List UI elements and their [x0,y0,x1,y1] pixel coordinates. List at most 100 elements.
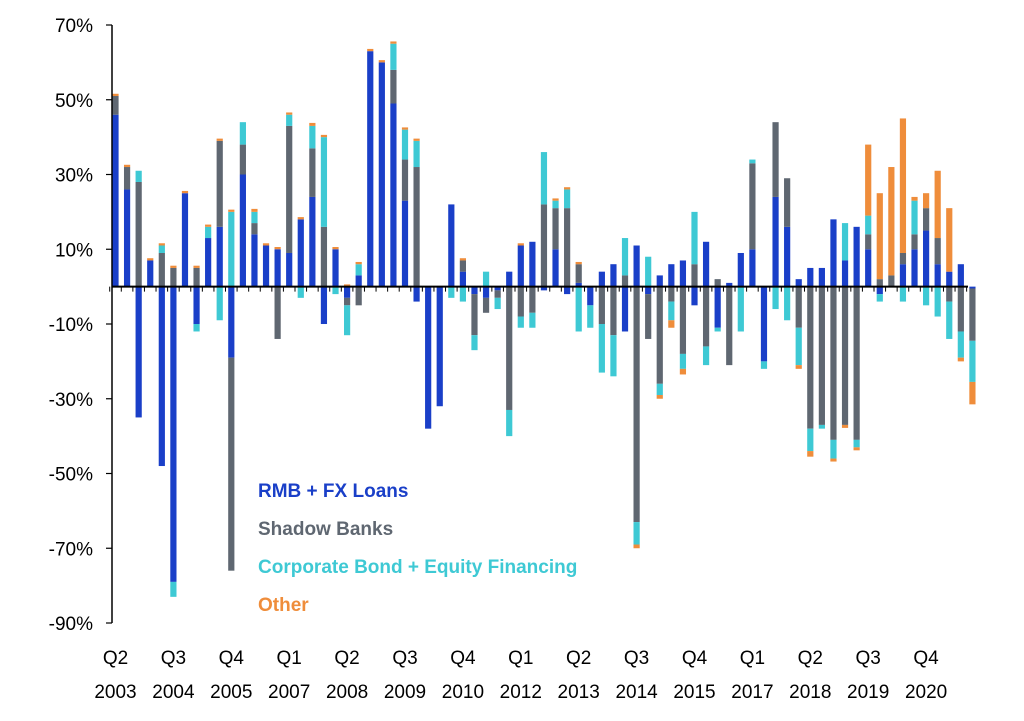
bar-segment-other-15 [286,112,293,115]
bar-segment-shadow-banks-15 [286,125,293,253]
bar-segment-rmb-fx-loans-45 [633,245,640,287]
bar-segment-corporate-bond-equity-financing-38 [552,200,559,209]
bar-segment-rmb-fx-loans-27 [425,286,432,429]
bar-segment-corporate-bond-equity-financing-57 [772,286,779,310]
bar-segment-corporate-bond-equity-financing-58 [784,286,791,321]
bar-segment-corporate-bond-equity-financing-70 [923,286,930,306]
bar-segment-other-8 [205,224,212,227]
bar-segment-shadow-banks-40 [575,264,582,283]
bar-segment-shadow-banks-18 [320,226,328,287]
bar-segment-other-60 [807,451,814,457]
bar-segment-other-65 [865,144,872,216]
bar-segment-shadow-banks-46 [645,294,652,339]
x-tick-year-label: 2007 [268,682,310,703]
bar-segment-other-48 [668,320,675,328]
bar-segment-rmb-fx-loans-71 [934,264,941,287]
bar-segment-shadow-banks-17 [309,148,316,197]
bar-segment-shadow-banks-5 [170,267,177,287]
y-tick-label: -90% [49,614,93,635]
bar-segment-shadow-banks-63 [841,286,849,425]
bar-segment-shadow-banks-20 [344,297,351,306]
bar-segment-corporate-bond-equity-financing-36 [529,312,536,328]
bar-segment-shadow-banks-45 [633,286,640,523]
bar-segment-shadow-banks-26 [413,167,420,287]
x-tick-year-label: 2018 [789,682,831,703]
bar-segment-rmb-fx-loans-41 [587,286,594,306]
bar-segment-rmb-fx-loans-38 [552,249,559,287]
bar-segment-rmb-fx-loans-61 [818,267,825,287]
x-axis-ticks: Q2 2003 Q3 2004 Q4 2005 Q1 2007 Q2 2008 Q3 2009 Q4 20… [94,648,947,703]
bar-segment-other-63 [841,424,849,428]
bar-segment-shadow-banks-31 [471,294,478,336]
bar-segment-corporate-bond-equity-financing-15 [286,114,293,126]
y-tick-label: -50% [49,465,93,486]
x-tick-quarter-label: Q2 [566,648,591,669]
legend-shadow-banks: Shadow Banks [258,519,393,540]
bar-segment-corporate-bond-equity-financing-30 [459,286,466,302]
bar-segment-rmb-fx-loans-28 [436,286,443,407]
bar-segment-rmb-fx-loans-29 [448,204,455,287]
bar-segment-other-35 [517,243,524,246]
bar-segment-other-62 [830,458,837,462]
bar-segment-shadow-banks-37 [540,204,548,287]
y-tick-label: 30% [55,166,93,187]
bar-segment-shadow-banks-62 [830,286,837,440]
bar-segment-rmb-fx-loans-8 [205,238,212,287]
bar-segment-shadow-banks-68 [899,252,907,265]
bar-segment-other-13 [262,243,270,246]
bar-segment-other-38 [552,198,559,201]
bar-segment-rmb-fx-loans-25 [401,200,409,287]
bar-segment-other-30 [459,258,466,261]
bar-segment-shadow-banks-38 [552,208,559,250]
bar-segment-corporate-bond-equity-financing-32 [482,271,490,287]
bar-segment-shadow-banks-42 [598,286,605,325]
bar-segment-other-40 [575,261,582,265]
bar-segment-shadow-banks-35 [517,286,524,317]
x-tick-quarter-label: Q2 [103,648,128,669]
bar-segment-rmb-fx-loans-55 [749,249,756,287]
x-tick-year-label: 2009 [384,682,426,703]
bar-segment-corporate-bond-equity-financing-46 [645,256,652,287]
bar-segment-shadow-banks-39 [564,208,571,287]
x-tick-quarter-label: Q3 [161,648,186,669]
bar-segment-other-18 [320,134,328,138]
bar-segment-other-69 [911,196,918,201]
bar-segment-other-6 [181,190,189,194]
bar-segment-shadow-banks-50 [691,264,698,287]
bar-segment-rmb-fx-loans-73 [957,264,964,287]
bar-segment-shadow-banks-48 [668,286,675,302]
bar-segment-shadow-banks-12 [251,223,258,235]
bar-segment-other-25 [401,127,409,130]
bar-segment-shadow-banks-59 [795,286,802,328]
x-tick-year-label: 2017 [731,682,773,703]
bar-segment-shadow-banks-34 [506,286,513,410]
bar-segment-shadow-banks-67 [888,275,895,287]
bar-segment-rmb-fx-loans-37 [540,286,548,291]
bar-segment-other-3 [147,258,154,261]
bar-segment-rmb-fx-loans-54 [737,252,744,287]
y-tick-label: 50% [55,91,93,112]
bar-segment-corporate-bond-equity-financing-61 [818,424,825,429]
bar-segment-corporate-bond-equity-financing-56 [760,361,768,369]
bar-segment-other-64 [853,447,860,451]
bar-segment-rmb-fx-loans-4 [158,286,165,467]
bar-segment-shadow-banks-33 [494,290,501,298]
bar-segment-corporate-bond-equity-financing-2 [135,170,142,182]
x-tick-year-label: 2015 [673,682,715,703]
bar-segment-rmb-fx-loans-57 [772,196,779,287]
bar-segment-rmb-fx-loans-48 [668,264,675,287]
bar-segment-other-70 [923,193,930,209]
bar-segment-other-1 [123,164,131,168]
bar-segment-rmb-fx-loans-7 [193,286,200,325]
x-tick-year-label: 2010 [442,682,484,703]
bar-segment-rmb-fx-loans-21 [355,275,362,287]
bar-segment-rmb-fx-loans-53 [726,282,733,287]
bar-segment-shadow-banks-71 [934,238,941,265]
bar-segment-corporate-bond-equity-financing-41 [587,305,594,328]
bar-segment-rmb-fx-loans-60 [807,267,814,287]
bar-segment-rmb-fx-loans-0 [112,114,119,287]
bar-segment-corporate-bond-equity-financing-35 [517,316,524,328]
bar-segment-corporate-bond-equity-financing-65 [865,215,872,235]
bar-segment-rmb-fx-loans-42 [598,271,605,287]
